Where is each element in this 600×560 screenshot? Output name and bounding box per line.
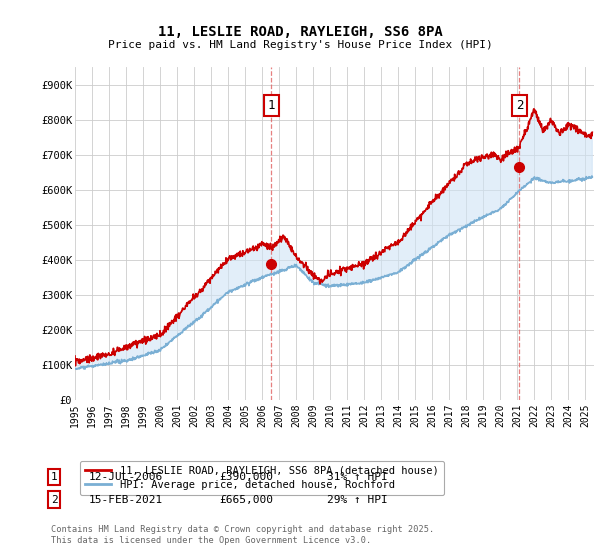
Text: 15-FEB-2021: 15-FEB-2021: [89, 494, 163, 505]
Text: 1: 1: [50, 472, 58, 482]
Text: 2: 2: [516, 99, 523, 112]
Text: 31% ↑ HPI: 31% ↑ HPI: [327, 472, 388, 482]
Text: 12-JUL-2006: 12-JUL-2006: [89, 472, 163, 482]
Text: Contains HM Land Registry data © Crown copyright and database right 2025.
This d: Contains HM Land Registry data © Crown c…: [51, 525, 434, 545]
Text: Price paid vs. HM Land Registry's House Price Index (HPI): Price paid vs. HM Land Registry's House …: [107, 40, 493, 50]
Text: 2: 2: [50, 494, 58, 505]
Legend: 11, LESLIE ROAD, RAYLEIGH, SS6 8PA (detached house), HPI: Average price, detache: 11, LESLIE ROAD, RAYLEIGH, SS6 8PA (deta…: [80, 460, 444, 495]
Text: £665,000: £665,000: [219, 494, 273, 505]
Text: 11, LESLIE ROAD, RAYLEIGH, SS6 8PA: 11, LESLIE ROAD, RAYLEIGH, SS6 8PA: [158, 25, 442, 39]
Text: 29% ↑ HPI: 29% ↑ HPI: [327, 494, 388, 505]
Text: 1: 1: [268, 99, 275, 112]
Text: £390,000: £390,000: [219, 472, 273, 482]
